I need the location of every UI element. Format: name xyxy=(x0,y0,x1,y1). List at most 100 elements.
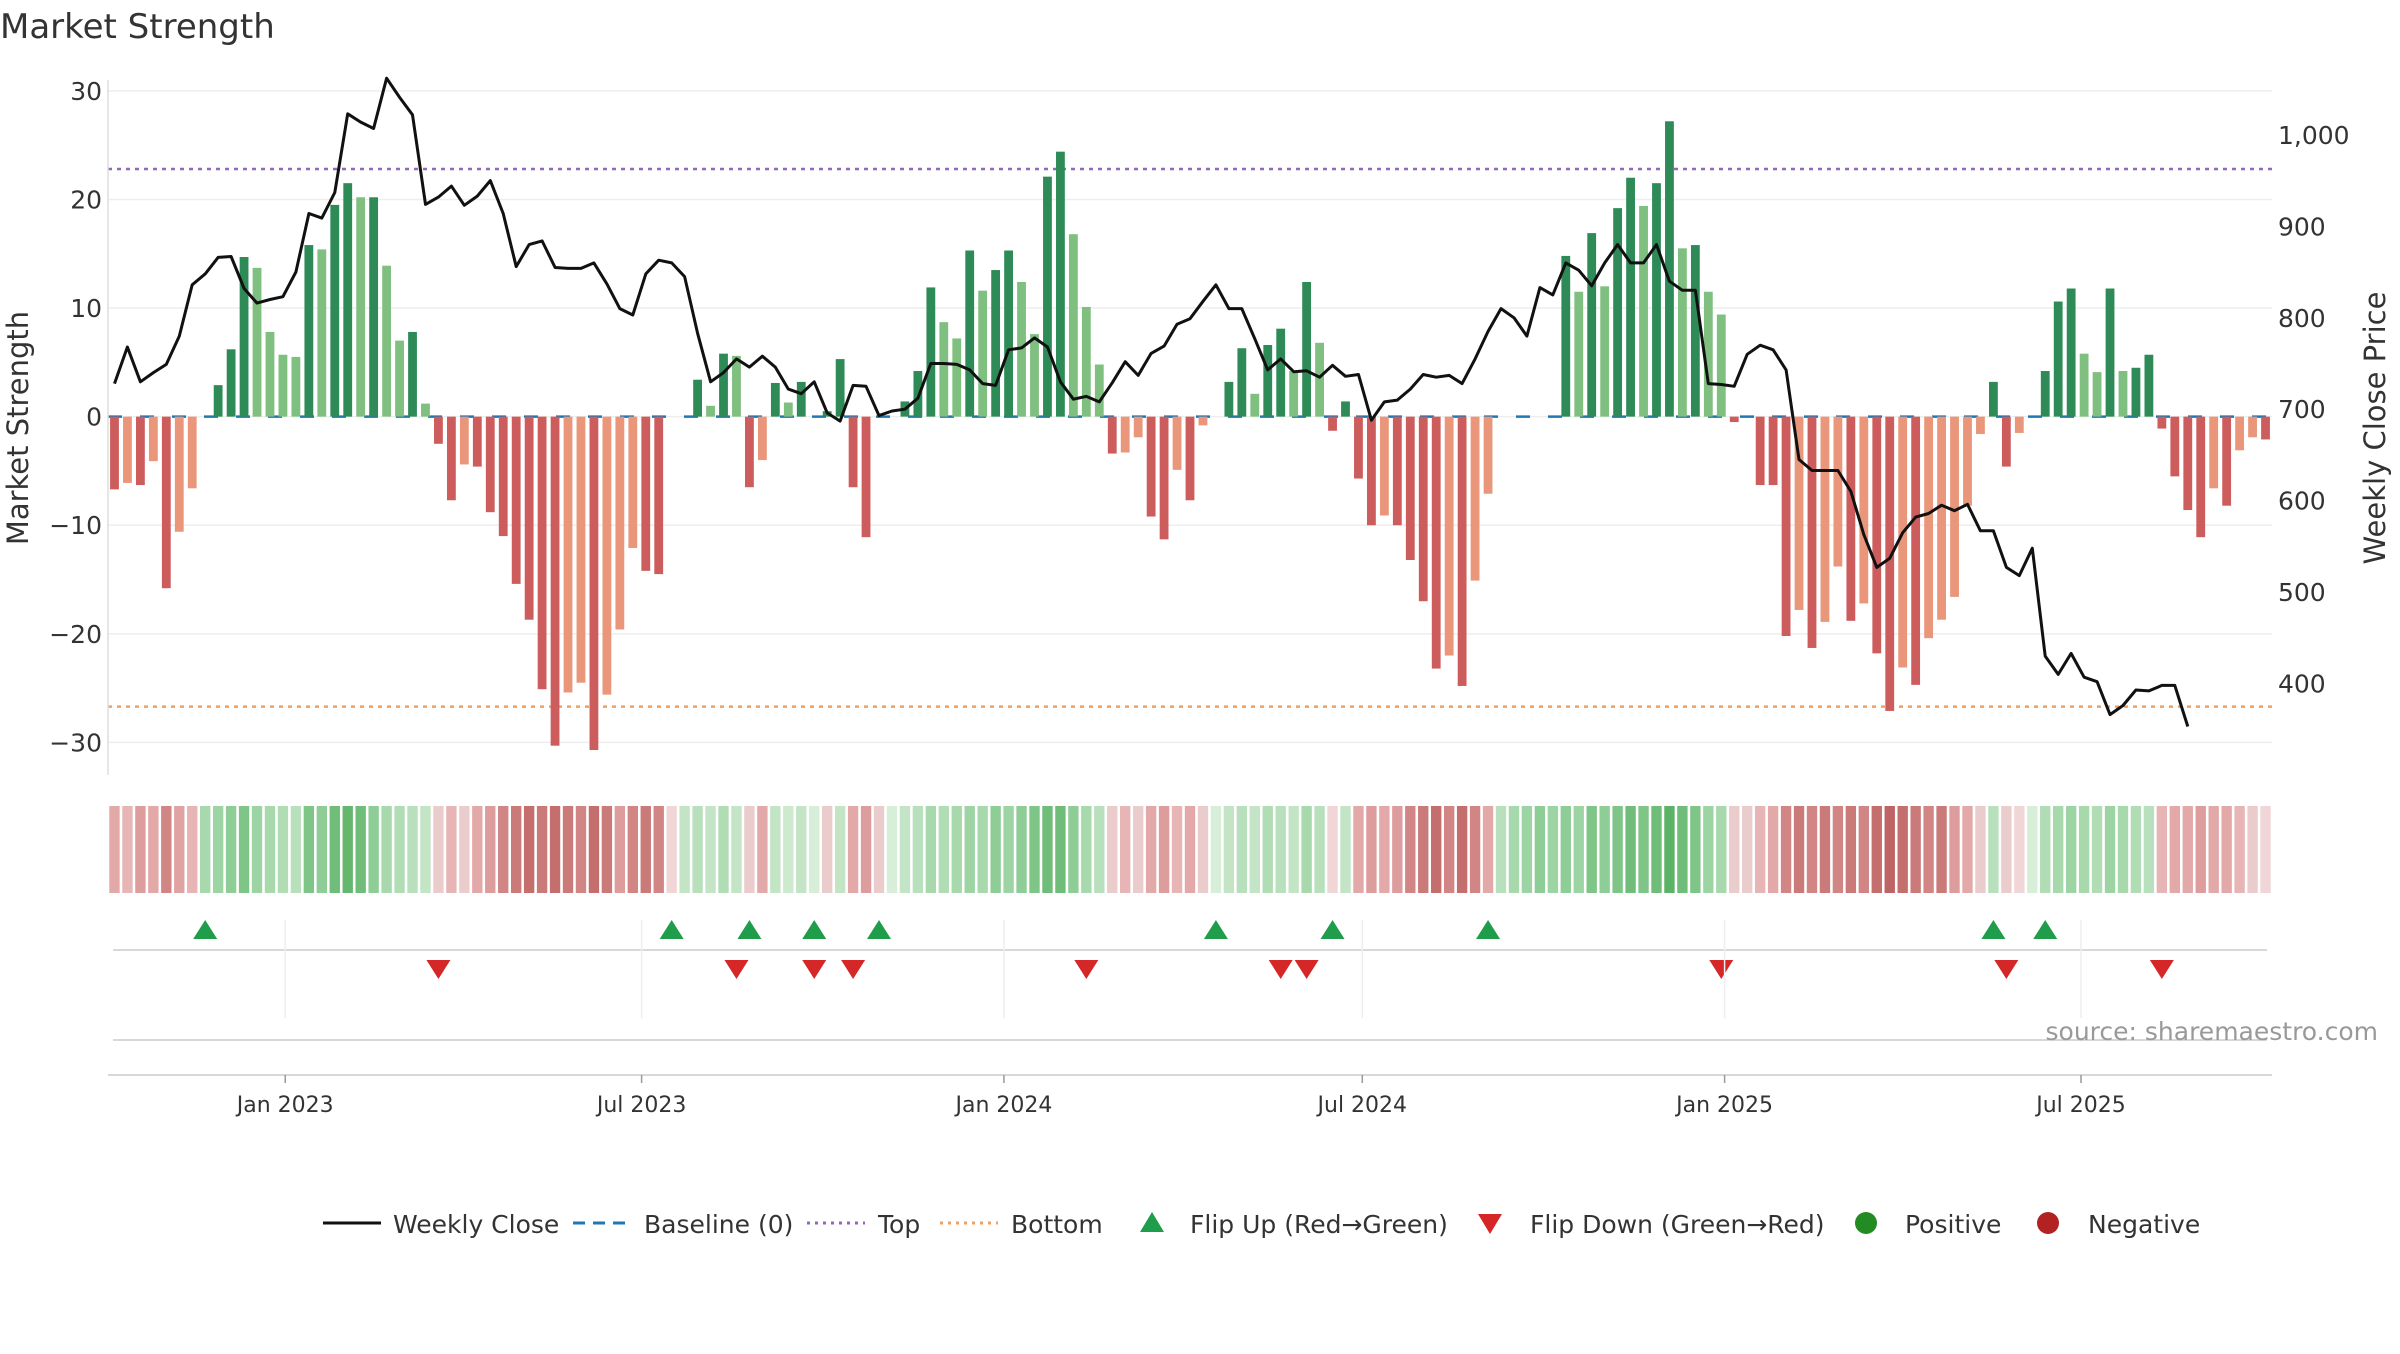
band-cell xyxy=(1003,806,1014,893)
band-cell xyxy=(951,806,962,893)
band-cell xyxy=(381,806,392,893)
strength-bar xyxy=(1302,281,1312,417)
strength-bar xyxy=(1405,416,1415,560)
legend-bottom: Bottom xyxy=(1011,1210,1103,1239)
strength-bar xyxy=(1976,416,1985,435)
strength-bar xyxy=(265,331,275,417)
strength-bar xyxy=(1004,250,1013,417)
strength-bar xyxy=(1081,306,1091,417)
band-cell xyxy=(1379,806,1390,893)
band-cell xyxy=(2104,806,2116,893)
flip-down-marker xyxy=(1709,960,1734,979)
legend-negative-swatch xyxy=(2037,1212,2059,1234)
band-cell xyxy=(1547,806,1559,893)
strength-bar xyxy=(783,402,793,417)
left-tick-label: −20 xyxy=(49,620,102,649)
strength-bar xyxy=(408,331,417,417)
band-cell xyxy=(783,806,794,893)
strength-bar xyxy=(123,416,132,483)
band-cell xyxy=(1469,806,1481,893)
band-cell xyxy=(316,806,327,893)
strength-bar xyxy=(1833,416,1843,567)
band-cell xyxy=(601,806,613,893)
band-cell xyxy=(1353,806,1364,893)
strength-bar xyxy=(1794,416,1804,610)
strength-bar xyxy=(978,290,988,417)
strength-bar xyxy=(1250,393,1260,417)
strength-bar xyxy=(291,356,301,417)
band-cell xyxy=(510,806,522,893)
strength-bar xyxy=(2014,416,2024,433)
strength-bar xyxy=(1120,416,1130,453)
band-cell xyxy=(433,806,444,893)
right-tick-label: 1,000 xyxy=(2278,121,2350,150)
band-cell xyxy=(1573,806,1584,893)
strength-bar xyxy=(369,197,379,417)
band-cell xyxy=(1275,806,1286,893)
band-cell xyxy=(1612,806,1623,893)
strength-bar xyxy=(395,340,404,417)
strength-bar xyxy=(1716,314,1726,417)
strength-bars xyxy=(110,121,2270,751)
band-cell xyxy=(718,806,729,893)
strength-bar xyxy=(1807,416,1817,648)
band-cell xyxy=(2260,806,2271,893)
strength-bar xyxy=(1639,205,1648,417)
band-cell xyxy=(977,806,988,893)
band-cell xyxy=(303,806,315,893)
legend: Weekly Close Baseline (0) Top Bottom Fli… xyxy=(323,1210,2200,1239)
right-axis-ticks: 1,000 900 800 700 600 500 400 xyxy=(2278,121,2350,699)
band-cell xyxy=(2014,806,2025,893)
strength-bar xyxy=(1030,334,1039,417)
band-cell xyxy=(2078,806,2090,893)
band-cell xyxy=(1858,806,1870,893)
legend-baseline: Baseline (0) xyxy=(644,1210,793,1239)
strength-bar xyxy=(1678,248,1687,417)
strength-bar xyxy=(485,416,495,513)
right-tick-label: 500 xyxy=(2278,578,2326,607)
band-cell xyxy=(1132,806,1144,893)
strength-bar xyxy=(1094,364,1104,417)
strength-bar xyxy=(1872,416,1882,654)
band-cell xyxy=(1081,806,1092,893)
band-cell xyxy=(161,806,172,893)
band-cell xyxy=(407,806,418,893)
strength-bar xyxy=(2131,367,2141,417)
strength-bar xyxy=(1574,291,1584,417)
band-cell xyxy=(1171,806,1183,893)
band-cell xyxy=(472,806,483,893)
flip-up-marker xyxy=(1320,920,1345,939)
strength-bar xyxy=(628,416,638,549)
x-tick-label: Jul 2023 xyxy=(595,1093,687,1118)
strength-bar xyxy=(1367,416,1376,526)
band-cell xyxy=(1301,806,1312,893)
legend-top: Top xyxy=(877,1210,920,1239)
band-cell xyxy=(2247,806,2258,893)
band-cell xyxy=(860,806,872,893)
legend-positive-swatch xyxy=(1855,1212,1877,1234)
flip-down-marker xyxy=(1994,960,2019,979)
band-cell xyxy=(1456,806,1468,893)
strength-bar xyxy=(1056,151,1065,417)
band-cell xyxy=(1405,806,1416,893)
x-tick-label: Jan 2025 xyxy=(1674,1093,1773,1118)
strength-bar xyxy=(537,416,547,690)
strength-bar xyxy=(2066,288,2076,417)
flip-down-marker xyxy=(426,960,451,979)
band-cell xyxy=(990,806,1001,893)
band-cell xyxy=(614,806,626,893)
legend-positive: Positive xyxy=(1905,1210,2001,1239)
strength-bar xyxy=(1924,416,1934,639)
strength-bar xyxy=(278,354,288,417)
band-cell xyxy=(821,806,833,893)
strength-bar xyxy=(1237,348,1247,417)
band-cell xyxy=(1314,806,1325,893)
band-cell xyxy=(1094,806,1105,893)
strength-bar xyxy=(745,416,754,488)
strength-bar xyxy=(796,381,806,417)
strength-bar xyxy=(1172,416,1182,470)
x-tick-label: Jul 2024 xyxy=(1316,1093,1408,1118)
strength-bar xyxy=(1107,416,1117,454)
band-cell xyxy=(1197,806,1209,893)
